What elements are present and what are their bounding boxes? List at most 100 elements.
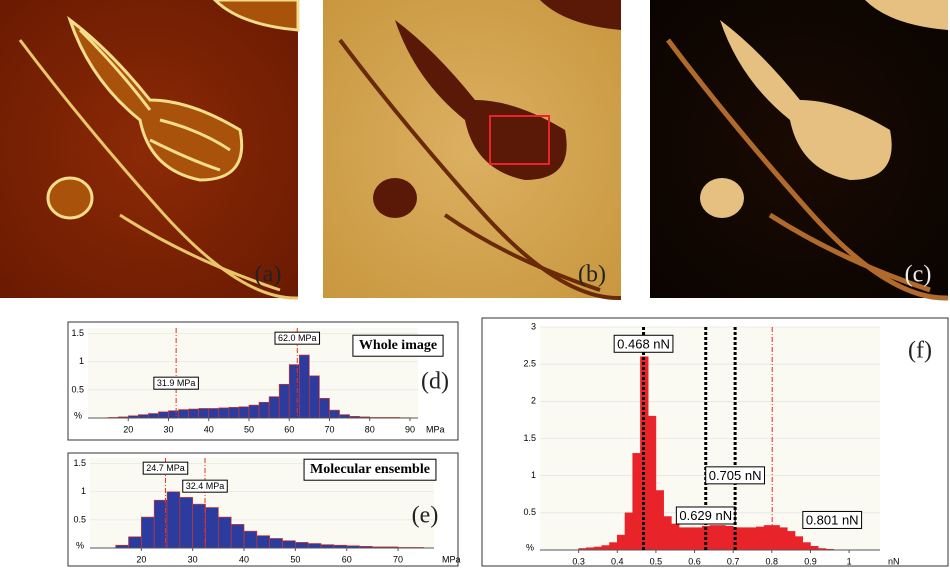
histogram-bar bbox=[695, 528, 703, 550]
y-tick-label: 3 bbox=[531, 321, 536, 331]
afm-image-c: (c) bbox=[650, 0, 948, 298]
x-tick-label: 60 bbox=[342, 554, 352, 564]
panel-label: (e) bbox=[412, 503, 439, 529]
histogram-bar bbox=[787, 531, 795, 550]
histogram-bar bbox=[656, 491, 664, 550]
histogram-bar bbox=[229, 407, 239, 418]
y-tick-label: 1.5 bbox=[523, 433, 536, 443]
y-tick-label: 2.5 bbox=[523, 359, 536, 369]
histogram-bar bbox=[340, 415, 350, 418]
histogram-bar bbox=[168, 411, 178, 418]
histogram-bar bbox=[741, 528, 749, 550]
y-tick-label: 1 bbox=[531, 470, 536, 480]
histogram-bar bbox=[244, 531, 257, 548]
panel-label: (c) bbox=[905, 262, 932, 288]
panel-label: (b) bbox=[578, 262, 606, 288]
y-axis-label: % bbox=[74, 410, 82, 420]
histogram-bar bbox=[209, 408, 219, 418]
y-tick-label: 1.5 bbox=[71, 328, 84, 338]
histogram-bar bbox=[138, 415, 148, 418]
histogram-bar bbox=[679, 528, 687, 550]
histogram-bar bbox=[617, 535, 625, 550]
histogram-bar bbox=[270, 538, 283, 548]
x-tick-label: 0.4 bbox=[611, 556, 624, 566]
y-tick-label: 1 bbox=[81, 486, 86, 496]
x-tick-label: 50 bbox=[244, 424, 254, 434]
x-tick-label: 70 bbox=[393, 554, 403, 564]
histogram-bar bbox=[718, 525, 726, 550]
histogram-bar bbox=[269, 397, 279, 418]
histogram-bar bbox=[180, 497, 193, 548]
x-tick-label: 80 bbox=[365, 424, 375, 434]
histogram-bar bbox=[625, 513, 633, 550]
x-axis-label: MPa bbox=[426, 424, 445, 434]
y-tick-label: 2 bbox=[531, 396, 536, 406]
histogram-bar bbox=[193, 504, 206, 548]
y-tick-label: 1 bbox=[79, 356, 84, 366]
y-axis-label: % bbox=[76, 540, 84, 550]
histogram-bar bbox=[199, 408, 209, 418]
histogram-bar bbox=[610, 543, 618, 550]
y-tick-label: 0.5 bbox=[71, 384, 84, 394]
y-axis-label: % bbox=[526, 542, 534, 552]
afm-image-b: (b) bbox=[323, 0, 621, 298]
afm-image-a: (a) bbox=[0, 0, 298, 298]
x-tick-label: 1 bbox=[847, 556, 852, 566]
histogram-bar bbox=[231, 524, 244, 548]
histogram-bar bbox=[780, 528, 788, 550]
x-tick-label: 0.5 bbox=[650, 556, 663, 566]
histogram-bar bbox=[259, 402, 269, 418]
histogram-bar bbox=[249, 405, 259, 418]
x-tick-label: 70 bbox=[324, 424, 334, 434]
histogram-bar bbox=[299, 355, 309, 418]
annotation-label: 31.9 MPa bbox=[157, 378, 196, 388]
x-tick-label: 0.8 bbox=[766, 556, 779, 566]
histogram-bar bbox=[308, 544, 321, 549]
y-tick-label: 0.5 bbox=[73, 514, 86, 524]
histogram-bar bbox=[756, 527, 764, 550]
histogram-bar bbox=[179, 410, 189, 418]
x-tick-label: 90 bbox=[405, 424, 415, 434]
histogram-bar bbox=[764, 525, 772, 550]
annotation-label: 24.7 MPa bbox=[146, 463, 185, 473]
x-tick-label: 40 bbox=[204, 424, 214, 434]
annotation-label: 32.4 MPa bbox=[186, 481, 225, 491]
annotation-label: 0.468 nN bbox=[617, 336, 670, 351]
x-tick-label: 50 bbox=[290, 554, 300, 564]
histogram-bar bbox=[189, 409, 199, 418]
histogram-bar bbox=[803, 543, 811, 550]
histogram-bar bbox=[218, 517, 231, 548]
histogram-bar bbox=[167, 492, 180, 548]
histogram-bar bbox=[749, 528, 757, 550]
histogram-bar bbox=[257, 536, 270, 548]
histogram-bar bbox=[283, 541, 296, 548]
x-tick-label: 30 bbox=[188, 554, 198, 564]
x-tick-label: 60 bbox=[284, 424, 294, 434]
histogram-bar bbox=[279, 384, 289, 418]
histogram-bar bbox=[710, 525, 718, 550]
histogram-bar bbox=[141, 517, 154, 548]
panel-label: (d) bbox=[421, 369, 449, 395]
x-tick-label: 30 bbox=[163, 424, 173, 434]
x-tick-label: 0.6 bbox=[688, 556, 701, 566]
annotation-label: 0.629 nN bbox=[679, 508, 732, 523]
y-tick-label: 1.5 bbox=[73, 458, 86, 468]
x-tick-label: 0.3 bbox=[572, 556, 585, 566]
histogram-bar bbox=[321, 545, 334, 548]
histogram-bar bbox=[206, 508, 219, 549]
annotation-label: 62.0 MPa bbox=[278, 333, 317, 343]
annotation-label: 0.705 nN bbox=[709, 468, 762, 483]
panel-label: (f) bbox=[908, 338, 932, 364]
histogram-bar bbox=[671, 524, 679, 550]
histogram-bar bbox=[687, 528, 695, 550]
histogram-bar bbox=[219, 408, 229, 418]
histogram-bar bbox=[633, 453, 641, 550]
histogram-bar bbox=[239, 407, 249, 418]
x-tick-label: 20 bbox=[123, 424, 133, 434]
note: Molecular ensemble bbox=[310, 462, 430, 477]
histogram-bar bbox=[664, 517, 672, 550]
histogram-bar bbox=[810, 546, 818, 550]
annotation-label: 0.801 nN bbox=[806, 512, 859, 527]
